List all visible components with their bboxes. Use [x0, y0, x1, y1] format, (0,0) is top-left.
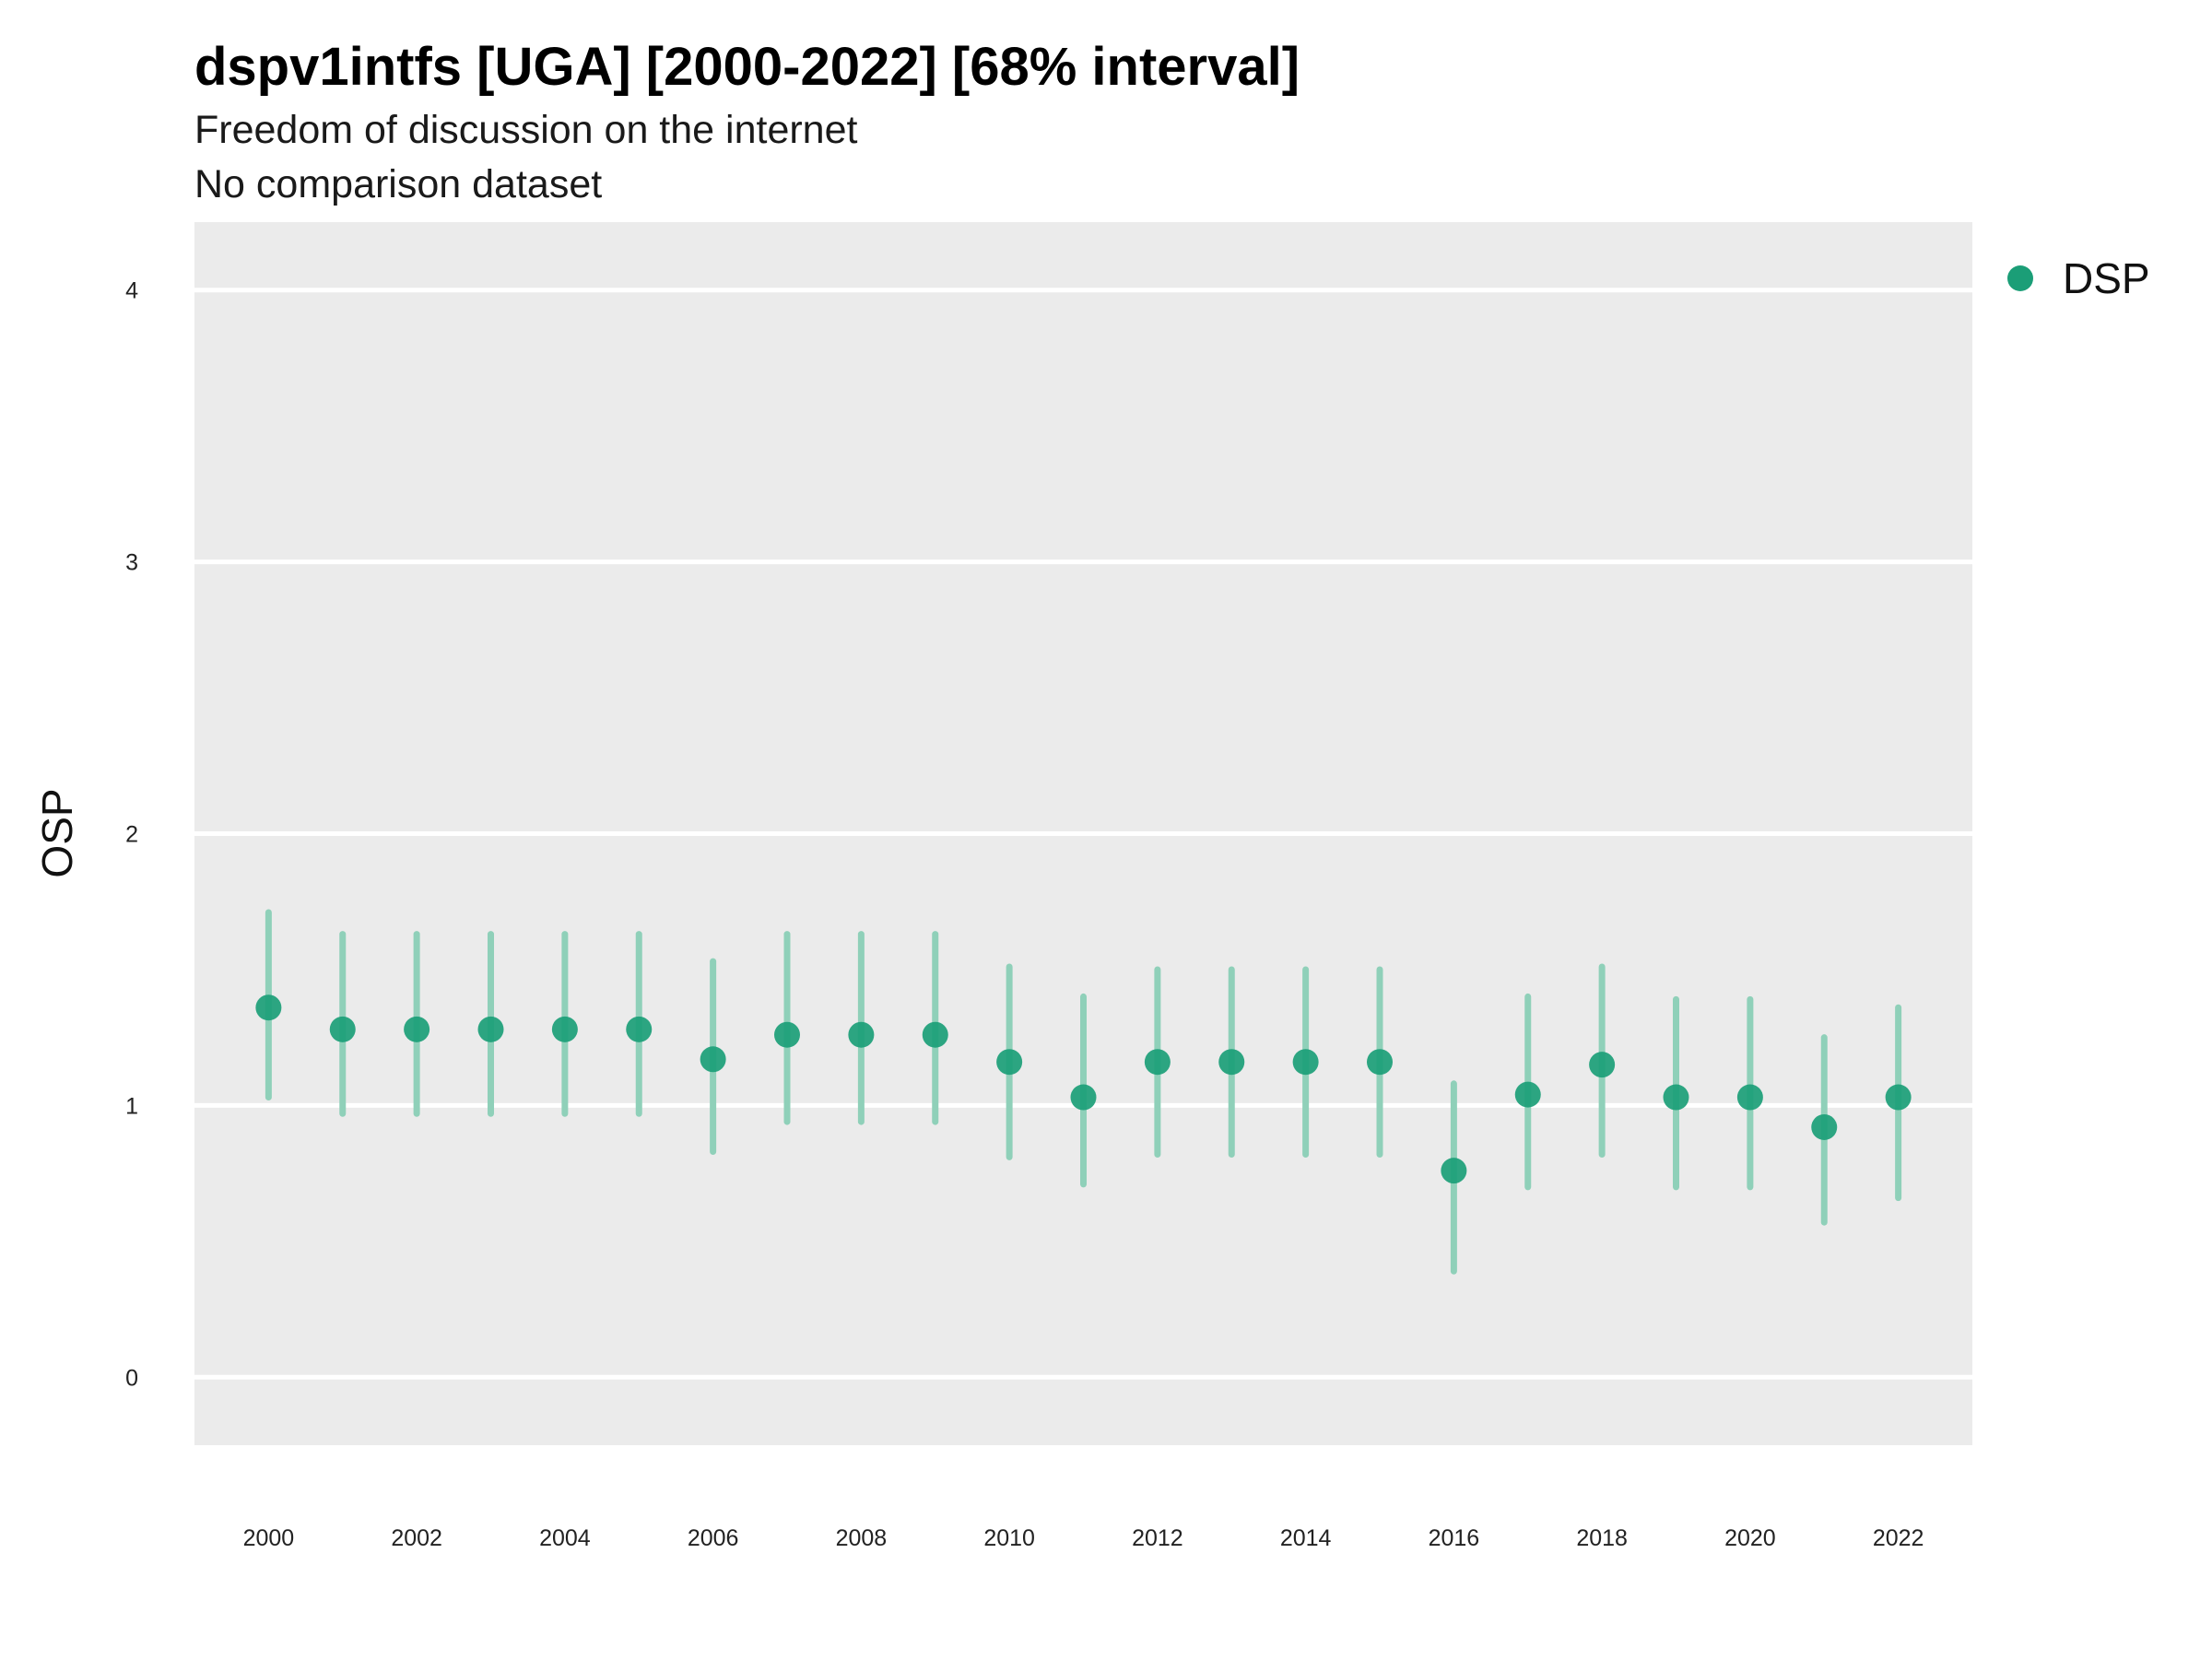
y-tick-label: 3 — [125, 550, 138, 576]
data-point — [1218, 1049, 1245, 1076]
x-tick-label: 2022 — [1873, 1525, 1924, 1551]
data-point — [1736, 1084, 1763, 1111]
data-point — [1811, 1113, 1838, 1140]
data-point — [626, 1016, 653, 1042]
data-point — [329, 1016, 356, 1042]
point-layer — [255, 994, 1912, 1184]
x-tick-label: 2008 — [836, 1525, 888, 1551]
x-tick-label: 2004 — [539, 1525, 591, 1551]
x-tick-label: 2006 — [688, 1525, 739, 1551]
data-point — [1367, 1049, 1393, 1076]
data-point — [1144, 1049, 1171, 1076]
legend: DSP — [2007, 254, 2150, 302]
y-tick-label: 1 — [125, 1093, 138, 1119]
legend-marker-dsp — [2007, 265, 2033, 291]
y-tick-labels: 0 1 2 3 4 — [125, 278, 138, 1392]
data-point — [1441, 1158, 1467, 1184]
y-tick-label: 0 — [125, 1365, 138, 1391]
y-tick-label: 2 — [125, 822, 138, 848]
x-tick-label: 2012 — [1132, 1525, 1183, 1551]
data-point — [848, 1021, 875, 1048]
y-tick-label: 4 — [125, 278, 138, 304]
x-tick-label: 2016 — [1429, 1525, 1480, 1551]
data-point — [774, 1021, 800, 1048]
data-point — [996, 1049, 1023, 1076]
y-axis-title: OSP — [33, 788, 81, 877]
chart-subtitle: Freedom of discussion on the internet — [194, 108, 858, 152]
x-tick-label: 2010 — [983, 1525, 1035, 1551]
x-tick-label: 2002 — [391, 1525, 442, 1551]
x-tick-label: 2018 — [1576, 1525, 1628, 1551]
data-point — [1885, 1084, 1912, 1111]
x-tick-labels: 2000 2002 2004 2006 2008 2010 2012 2014 2016 2018… — [243, 1525, 1924, 1551]
x-tick-label: 2014 — [1280, 1525, 1332, 1551]
data-point — [1292, 1049, 1319, 1076]
data-point — [551, 1016, 578, 1042]
data-point — [700, 1046, 726, 1073]
chart-title: dspv1intfs [UGA] [2000-2022] [68% interv… — [194, 37, 1300, 97]
data-point — [1589, 1052, 1616, 1078]
data-point — [1070, 1084, 1097, 1111]
data-point — [922, 1021, 948, 1048]
data-point — [404, 1016, 430, 1042]
data-point — [1514, 1081, 1541, 1108]
data-point — [477, 1016, 504, 1042]
chart-subtitle-2: No comparison dataset — [194, 162, 602, 206]
legend-label-dsp: DSP — [2063, 254, 2150, 302]
data-point — [1663, 1084, 1689, 1111]
data-point — [255, 994, 282, 1021]
x-tick-label: 2000 — [243, 1525, 295, 1551]
x-tick-label: 2020 — [1724, 1525, 1776, 1551]
